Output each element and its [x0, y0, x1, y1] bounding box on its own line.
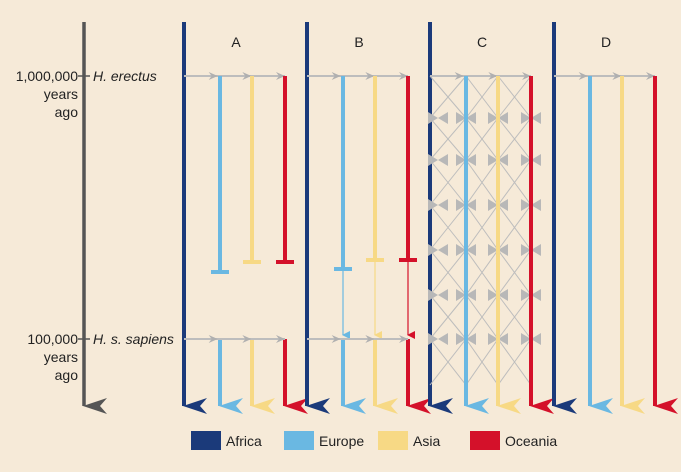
- species-sapiens-label: H. s. sapiens: [93, 331, 174, 347]
- legend-swatch-africa: [191, 431, 221, 450]
- gene-flow-sapiens-arrowhead: [242, 335, 252, 343]
- gene-flow-erectus-arrowhead: [365, 72, 375, 80]
- gene-flow-sapiens-arrowhead: [331, 335, 341, 343]
- gene-flow-erectus-arrowhead: [242, 72, 252, 80]
- panels: A B C D: [182, 22, 678, 414]
- gene-flow-erectus-arrowhead: [276, 72, 285, 80]
- gene-flow-diagonal: [497, 75, 532, 119]
- panel-a: A: [182, 22, 308, 414]
- gene-flow-erectus-arrowhead: [454, 72, 464, 80]
- gene-flow-arrowhead: [428, 199, 448, 211]
- gene-flow-erectus-arrowhead: [399, 72, 408, 80]
- gene-flow-diagonal: [465, 249, 499, 296]
- gene-flow-arrowhead: [428, 333, 448, 345]
- gene-flow-sapiens-arrowhead: [208, 335, 218, 343]
- gene-flow-arrowhead: [428, 244, 448, 256]
- gene-flow-sapiens-arrowhead: [276, 335, 285, 343]
- legend-label-europe: Europe: [319, 433, 364, 449]
- gene-flow-sapiens-arrowhead: [399, 335, 408, 343]
- legend-swatch-oceania: [470, 431, 500, 450]
- gene-flow-diagonal: [465, 117, 499, 161]
- legend-swatch-asia: [378, 431, 408, 450]
- gene-flow-erectus-arrowhead: [488, 72, 498, 80]
- time-label-1m-years: years: [44, 86, 78, 102]
- time-label-100k-ago: ago: [55, 367, 79, 383]
- gene-flow-diagonal: [429, 204, 467, 251]
- gene-flow-diagonal: [429, 249, 467, 296]
- gene-flow-diagonal: [497, 294, 532, 340]
- gene-flow-diagonal: [429, 294, 467, 340]
- gene-flow-arrowhead: [428, 289, 448, 301]
- panel-label-b: B: [354, 34, 363, 50]
- gene-flow-erectus-arrowhead: [522, 72, 531, 80]
- gene-flow-diagonal: [497, 204, 532, 251]
- species-erectus-label: H. erectus: [93, 68, 157, 84]
- gene-flow-diagonal: [465, 75, 499, 119]
- panel-label-d: D: [601, 34, 611, 50]
- time-label-1m-ago: ago: [55, 104, 79, 120]
- gene-flow-diagonal: [465, 159, 499, 206]
- gene-flow-diagonal: [497, 117, 532, 161]
- legend-label-africa: Africa: [226, 433, 262, 449]
- panel-b: B: [305, 22, 431, 414]
- panel-label-c: C: [477, 34, 487, 50]
- panel-label-a: A: [231, 34, 241, 50]
- gene-flow-arrowhead: [428, 112, 448, 124]
- legend-swatch-europe: [284, 431, 314, 450]
- gene-flow-sapiens-arrowhead: [365, 335, 375, 343]
- legend-label-asia: Asia: [413, 433, 440, 449]
- time-label-100k: 100,000: [27, 331, 78, 347]
- gene-flow-diagonal: [429, 75, 467, 119]
- gene-flow-diagonal: [465, 204, 499, 251]
- gene-flow-diagonal: [429, 159, 467, 206]
- gene-flow-erectus-arrowhead: [612, 72, 622, 80]
- gene-flow-diagonal: [465, 338, 499, 386]
- time-label-100k-years: years: [44, 349, 78, 365]
- gene-flow-erectus-arrowhead: [331, 72, 341, 80]
- gene-flow-diagonal: [465, 294, 499, 340]
- gene-flow-erectus-arrowhead: [208, 72, 218, 80]
- gene-flow-arrowhead: [428, 154, 448, 166]
- panel-d: D: [552, 22, 678, 414]
- legend: Africa Europe Asia Oceania: [191, 431, 557, 450]
- gene-flow-diagonal: [429, 338, 467, 386]
- gene-flow-erectus-arrowhead: [646, 72, 655, 80]
- gene-flow-diagonal: [429, 117, 467, 161]
- time-axis: 1,000,000 years ago H. erectus 100,000 y…: [16, 22, 174, 414]
- gene-flow-diagonal: [497, 338, 532, 386]
- panel-c: C: [428, 22, 554, 414]
- gene-flow-erectus-arrowhead: [578, 72, 588, 80]
- gene-flow-diagonal: [497, 249, 532, 296]
- time-label-1m: 1,000,000: [16, 68, 78, 84]
- legend-label-oceania: Oceania: [505, 433, 557, 449]
- gene-flow-diagonal: [497, 159, 532, 206]
